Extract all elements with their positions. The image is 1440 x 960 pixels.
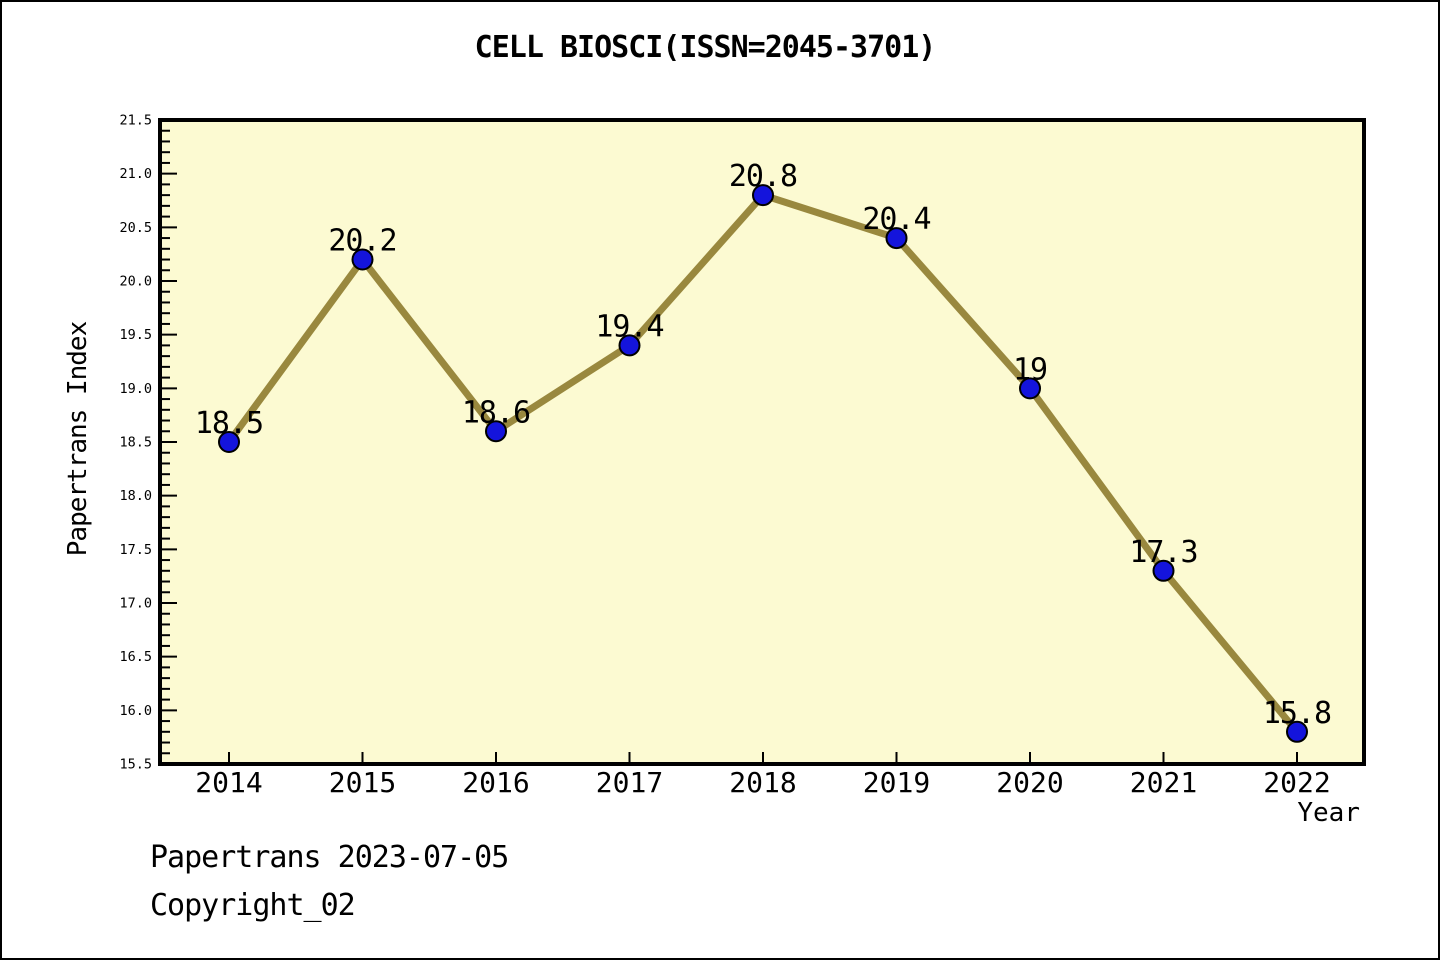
x-tick-label: 2018 bbox=[729, 766, 796, 799]
data-point-marker bbox=[752, 184, 774, 207]
y-tick-label: 18.0 bbox=[119, 488, 152, 504]
data-point-marker bbox=[1286, 720, 1308, 743]
x-tick-label: 2019 bbox=[863, 766, 930, 799]
y-tick-label: 20.0 bbox=[119, 274, 152, 290]
chart-title: CELL BIOSCI(ISSN=2045-3701) bbox=[474, 30, 937, 65]
x-tick-label: 2022 bbox=[1263, 766, 1330, 799]
y-tick-label: 19.5 bbox=[119, 327, 152, 343]
x-axis-title: Year bbox=[1297, 798, 1360, 828]
plot-frame bbox=[158, 118, 1366, 766]
y-tick-label: 17.5 bbox=[119, 542, 152, 558]
data-point-marker bbox=[351, 248, 374, 271]
data-point-marker bbox=[1152, 559, 1175, 582]
y-tick-label: 15.5 bbox=[119, 757, 152, 773]
y-tick-label: 20.5 bbox=[119, 220, 152, 236]
x-tick-label: 2014 bbox=[195, 766, 262, 799]
data-point-marker bbox=[218, 431, 240, 453]
data-point-marker bbox=[1019, 377, 1041, 400]
data-point-marker bbox=[485, 420, 507, 443]
y-tick-label: 17.0 bbox=[119, 596, 152, 612]
footer-copyright: Copyright_02 bbox=[150, 888, 356, 923]
plot-background bbox=[160, 120, 1364, 764]
y-tick-label: 18.5 bbox=[119, 435, 152, 451]
footer-source-date: Papertrans 2023-07-05 bbox=[150, 840, 509, 875]
y-tick-label: 21.5 bbox=[119, 113, 152, 129]
data-point-marker bbox=[618, 334, 641, 357]
y-tick-label: 21.0 bbox=[119, 166, 152, 182]
x-tick-label: 2017 bbox=[596, 766, 663, 799]
y-tick-label: 16.5 bbox=[119, 649, 152, 665]
x-tick-label: 2015 bbox=[329, 766, 396, 799]
y-tick-label: 16.0 bbox=[119, 703, 152, 719]
x-tick-label: 2021 bbox=[1130, 766, 1197, 799]
x-tick-label: 2020 bbox=[996, 766, 1063, 799]
y-tick-label: 19.0 bbox=[119, 381, 152, 397]
data-point-marker bbox=[885, 227, 908, 250]
x-tick-label: 2016 bbox=[462, 766, 529, 799]
